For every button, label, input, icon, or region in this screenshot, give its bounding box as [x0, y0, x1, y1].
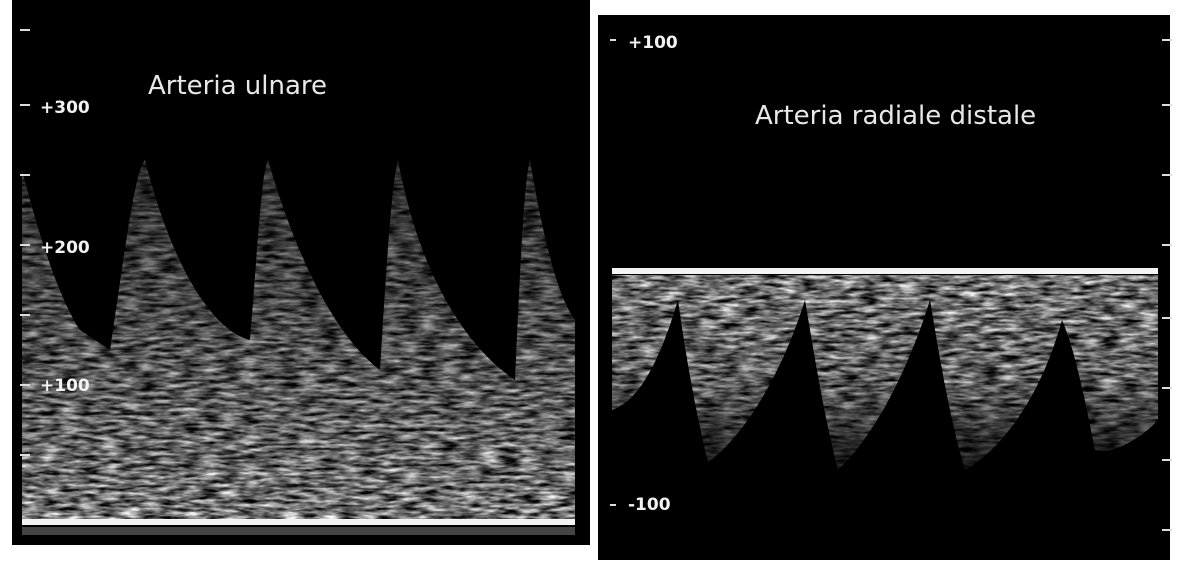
panel-title: Arteria ulnare [148, 71, 327, 101]
scale-label: +100 [628, 33, 678, 53]
panel-title: Arteria radiale distale [755, 101, 1036, 131]
spectral-waveform [22, 160, 575, 522]
scale-label: +100 [40, 376, 90, 396]
scale-label: -100 [628, 495, 671, 515]
baseline [612, 268, 1158, 274]
spectral-waveform [612, 275, 1158, 470]
scale-label: +300 [40, 98, 90, 118]
axis-ticks [20, 29, 30, 456]
axis-ticks [610, 39, 1172, 531]
baseline [22, 519, 575, 525]
scale-label: +200 [40, 238, 90, 258]
baseline-strip [22, 527, 575, 535]
panel-left: Arteria ulnare +300 +200 +100 [12, 0, 590, 545]
panel-right: Arteria radiale distale +100 -100 [598, 15, 1172, 560]
